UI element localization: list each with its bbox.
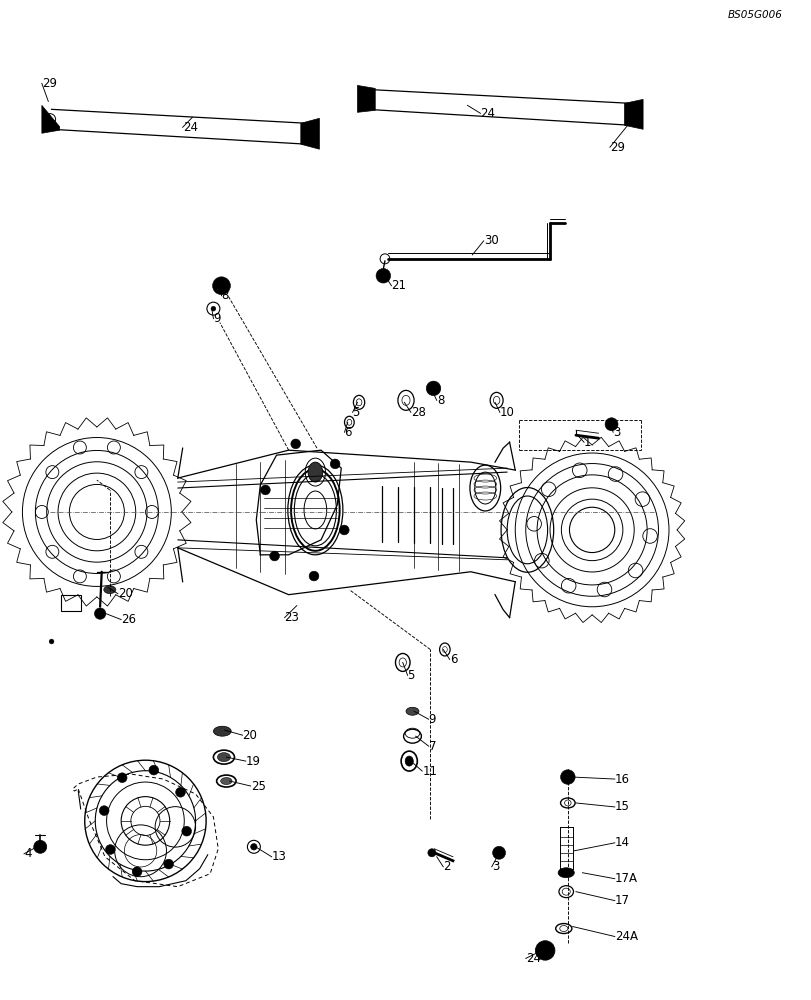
Circle shape bbox=[604, 418, 617, 431]
Text: 15: 15 bbox=[614, 800, 629, 813]
Polygon shape bbox=[42, 105, 59, 133]
Circle shape bbox=[99, 806, 109, 815]
Text: 30: 30 bbox=[483, 234, 498, 247]
Polygon shape bbox=[300, 118, 319, 149]
Text: 28: 28 bbox=[410, 406, 425, 419]
Polygon shape bbox=[357, 85, 375, 112]
Circle shape bbox=[94, 608, 105, 619]
Text: 6: 6 bbox=[449, 653, 457, 666]
Circle shape bbox=[290, 439, 300, 449]
Text: 23: 23 bbox=[285, 611, 299, 624]
Text: 9: 9 bbox=[213, 312, 221, 325]
Text: 20: 20 bbox=[242, 729, 257, 742]
Circle shape bbox=[375, 268, 390, 283]
Circle shape bbox=[49, 639, 54, 644]
Circle shape bbox=[117, 773, 127, 783]
Ellipse shape bbox=[307, 462, 322, 482]
Text: 16: 16 bbox=[614, 773, 629, 786]
Circle shape bbox=[34, 840, 47, 853]
Bar bbox=[61, 595, 80, 611]
Text: 24: 24 bbox=[480, 107, 495, 120]
Ellipse shape bbox=[217, 753, 230, 762]
Text: 4: 4 bbox=[24, 847, 32, 860]
Text: 10: 10 bbox=[500, 406, 514, 419]
Circle shape bbox=[309, 571, 319, 581]
Text: 26: 26 bbox=[121, 613, 136, 626]
Circle shape bbox=[164, 859, 174, 869]
Ellipse shape bbox=[104, 586, 116, 594]
Circle shape bbox=[339, 525, 349, 535]
Text: 29: 29 bbox=[609, 141, 624, 154]
Text: 13: 13 bbox=[272, 850, 286, 863]
Text: 3: 3 bbox=[491, 860, 499, 873]
Circle shape bbox=[560, 770, 574, 784]
Circle shape bbox=[212, 277, 230, 295]
Circle shape bbox=[492, 846, 505, 859]
Ellipse shape bbox=[213, 726, 231, 736]
Polygon shape bbox=[624, 99, 642, 129]
Ellipse shape bbox=[221, 778, 232, 785]
Text: 3: 3 bbox=[612, 426, 620, 439]
Circle shape bbox=[148, 765, 158, 775]
Text: 1: 1 bbox=[583, 436, 590, 449]
Ellipse shape bbox=[557, 868, 573, 878]
Text: 2: 2 bbox=[443, 860, 450, 873]
Circle shape bbox=[105, 845, 115, 854]
Text: 17: 17 bbox=[614, 894, 629, 907]
Text: 11: 11 bbox=[422, 765, 436, 778]
Ellipse shape bbox=[405, 756, 413, 766]
Text: 29: 29 bbox=[42, 77, 57, 90]
Text: 7: 7 bbox=[428, 740, 436, 753]
Text: 6: 6 bbox=[344, 426, 351, 439]
Circle shape bbox=[330, 459, 340, 469]
Circle shape bbox=[427, 849, 436, 857]
Circle shape bbox=[269, 551, 279, 561]
Ellipse shape bbox=[406, 707, 418, 715]
Text: 25: 25 bbox=[251, 780, 265, 793]
Text: 19: 19 bbox=[246, 755, 260, 768]
Text: 17A: 17A bbox=[614, 872, 637, 885]
Text: 24: 24 bbox=[525, 952, 540, 965]
Text: BS05G006: BS05G006 bbox=[727, 10, 781, 20]
Circle shape bbox=[426, 381, 440, 396]
Circle shape bbox=[211, 306, 216, 311]
Text: 24: 24 bbox=[182, 121, 197, 134]
Text: 5: 5 bbox=[407, 669, 414, 682]
Text: 8: 8 bbox=[436, 394, 444, 407]
Circle shape bbox=[132, 867, 142, 877]
Text: 21: 21 bbox=[391, 279, 406, 292]
Text: 5: 5 bbox=[352, 406, 359, 419]
Circle shape bbox=[182, 826, 191, 836]
Text: 9: 9 bbox=[428, 713, 436, 726]
Text: 20: 20 bbox=[118, 587, 133, 600]
Text: 8: 8 bbox=[221, 289, 229, 302]
Text: 14: 14 bbox=[614, 836, 629, 849]
Circle shape bbox=[260, 485, 270, 495]
Circle shape bbox=[175, 787, 185, 797]
Circle shape bbox=[251, 844, 257, 850]
Text: 24A: 24A bbox=[614, 930, 637, 943]
Circle shape bbox=[534, 941, 554, 960]
